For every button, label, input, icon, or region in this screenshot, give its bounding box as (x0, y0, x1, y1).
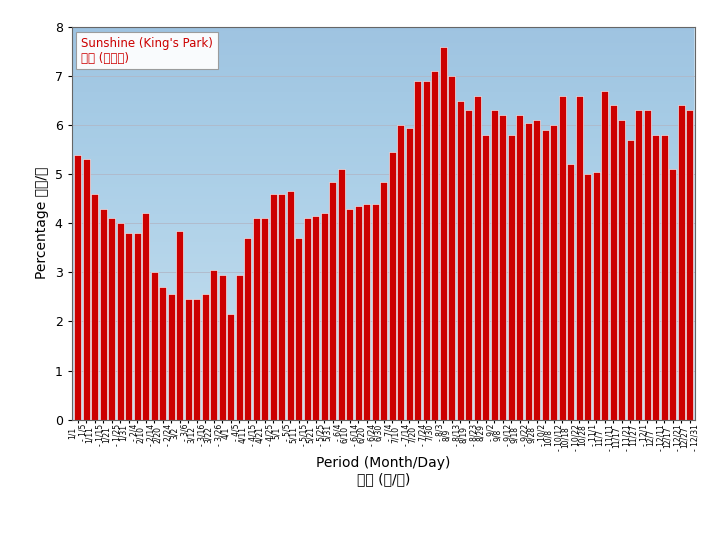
Y-axis label: Percentage 小時/日: Percentage 小時/日 (35, 167, 49, 279)
Bar (448, 76, 455, 420)
Bar (380, 181, 387, 420)
Bar (635, 110, 642, 420)
Bar (576, 96, 582, 420)
Bar (669, 169, 676, 420)
Bar (355, 206, 361, 420)
Bar (490, 110, 498, 420)
Bar (312, 216, 319, 420)
Bar (91, 194, 98, 420)
Bar (227, 314, 234, 420)
Bar (74, 154, 81, 420)
Bar (499, 115, 506, 420)
Bar (363, 203, 370, 420)
Bar (406, 128, 412, 420)
Bar (660, 135, 668, 420)
Bar (584, 174, 591, 420)
Bar (219, 275, 226, 420)
Bar (176, 231, 183, 420)
Bar (303, 218, 310, 420)
Bar (559, 96, 566, 420)
Bar (295, 238, 302, 420)
Bar (678, 105, 685, 420)
Bar (252, 218, 260, 420)
Bar (287, 192, 293, 420)
Bar (210, 270, 217, 420)
Bar (541, 130, 549, 420)
Bar (422, 81, 429, 420)
Bar (644, 110, 650, 420)
Bar (338, 169, 345, 420)
Bar (440, 47, 447, 420)
Bar (567, 165, 574, 420)
Bar (261, 218, 268, 420)
Bar (151, 272, 158, 420)
Bar (117, 223, 123, 420)
Bar (82, 159, 90, 420)
Bar (244, 238, 251, 420)
Bar (516, 115, 523, 420)
Bar (618, 120, 625, 420)
Bar (108, 218, 115, 420)
Bar (159, 287, 166, 420)
Bar (168, 294, 175, 420)
Bar (389, 152, 396, 420)
Bar (474, 96, 480, 420)
Bar (609, 105, 617, 420)
X-axis label: Period (Month/Day)
期間 (月/日): Period (Month/Day) 期間 (月/日) (316, 456, 451, 486)
Bar (100, 209, 107, 420)
Bar (125, 233, 132, 420)
Bar (133, 233, 141, 420)
Bar (550, 125, 557, 420)
Bar (482, 135, 489, 420)
Bar (414, 81, 421, 420)
Bar (601, 91, 608, 420)
Bar (371, 203, 379, 420)
Bar (525, 123, 531, 420)
Bar (201, 294, 209, 420)
Bar (346, 209, 353, 420)
Bar (652, 135, 659, 420)
Bar (397, 125, 404, 420)
Bar (627, 140, 634, 420)
Bar (329, 181, 336, 420)
Text: Sunshine (King's Park)
日照 (京士柏): Sunshine (King's Park) 日照 (京士柏) (81, 37, 213, 65)
Bar (270, 194, 277, 420)
Bar (465, 110, 472, 420)
Bar (142, 214, 149, 420)
Bar (508, 135, 515, 420)
Bar (431, 71, 438, 420)
Bar (185, 299, 191, 420)
Bar (236, 275, 242, 420)
Bar (320, 214, 328, 420)
Bar (193, 299, 200, 420)
Bar (533, 120, 540, 420)
Bar (278, 194, 285, 420)
Bar (686, 110, 693, 420)
Bar (592, 172, 599, 420)
Bar (457, 101, 464, 420)
